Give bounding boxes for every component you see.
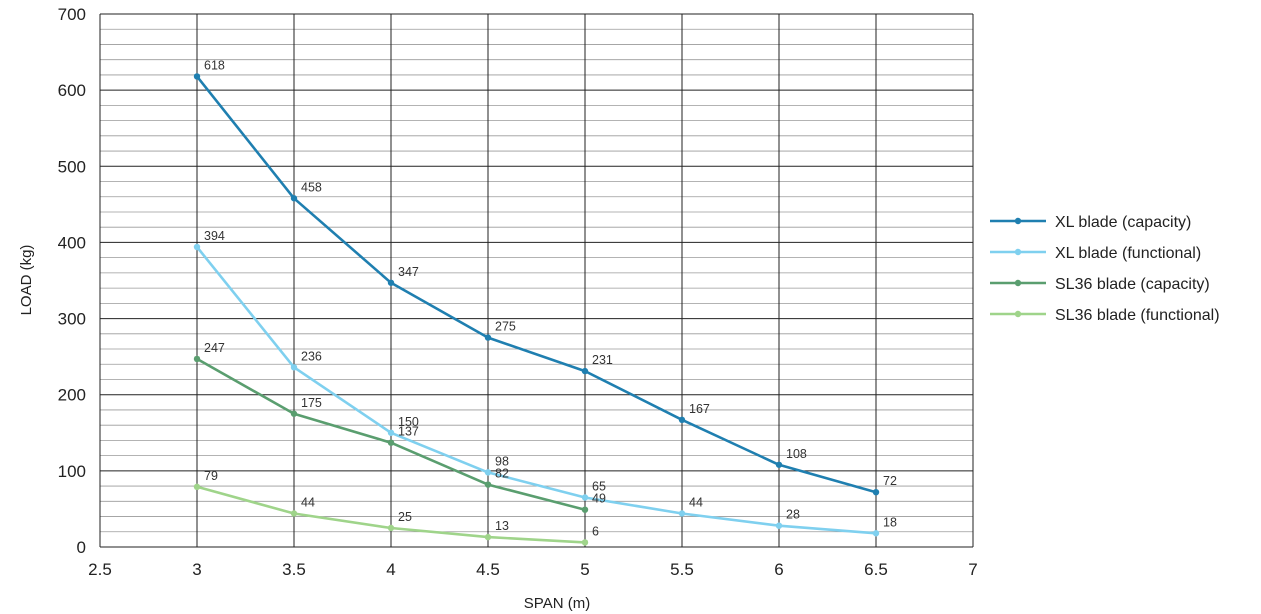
data-point	[193, 243, 201, 251]
legend-item: SL36 blade (functional)	[990, 307, 1220, 324]
data-point	[775, 461, 783, 468]
data-point	[484, 481, 492, 488]
legend-swatch-marker	[1014, 310, 1022, 318]
data-point	[193, 483, 201, 491]
x-axis-label: SPAN (m)	[524, 595, 590, 612]
data-label: 49	[592, 492, 606, 506]
data-label: 82	[495, 467, 509, 481]
data-label: 13	[495, 519, 509, 533]
legend: XL blade (capacity) XL blade (functional)…	[990, 214, 1220, 324]
data-label: 236	[301, 349, 322, 363]
data-point	[193, 73, 201, 80]
series-line	[195, 75, 877, 494]
data-point	[678, 510, 686, 517]
y-tick-label: 400	[58, 233, 86, 252]
y-tick-label: 600	[58, 81, 86, 100]
x-tick-label: 2.5	[88, 560, 112, 579]
x-tick-label: 3.5	[282, 560, 306, 579]
x-tick-label: 6.5	[864, 560, 888, 579]
data-point	[872, 488, 880, 496]
data-label: 25	[398, 510, 412, 524]
legend-label: SL36 blade (capacity)	[1055, 276, 1210, 293]
data-point	[290, 410, 298, 417]
legend-swatch-marker	[1014, 279, 1022, 287]
x-tick-label: 3	[192, 560, 201, 579]
data-point	[581, 506, 589, 513]
data-label: 458	[301, 180, 322, 194]
series-layer: 6184583472752311671087239423615098654428…	[193, 58, 897, 546]
y-axis-label: LOAD (kg)	[18, 245, 35, 316]
data-point	[387, 439, 395, 446]
y-tick-label: 700	[58, 5, 86, 24]
data-label: 65	[592, 480, 606, 494]
data-label: 275	[495, 320, 516, 334]
data-label: 28	[786, 508, 800, 522]
minor-gridlines	[100, 28, 973, 533]
data-label: 175	[301, 396, 322, 410]
data-label: 231	[592, 353, 613, 367]
y-tick-label: 200	[58, 386, 86, 405]
data-point	[290, 510, 298, 517]
legend-label: SL36 blade (functional)	[1055, 307, 1220, 324]
data-point	[387, 429, 395, 436]
y-tick-label: 100	[58, 462, 86, 481]
data-point	[387, 279, 395, 286]
data-point	[484, 334, 492, 341]
major-gridlines	[99, 13, 974, 548]
data-point	[290, 364, 298, 371]
data-label: 44	[689, 495, 703, 509]
data-label: 18	[883, 515, 897, 529]
x-tick-label: 7	[968, 560, 977, 579]
data-label: 108	[786, 447, 807, 461]
legend-swatch-marker	[1014, 217, 1022, 225]
series-4: 79 44 25 13 6	[193, 469, 599, 546]
data-label: 79	[204, 469, 218, 483]
data-point	[484, 469, 492, 476]
data-point	[387, 524, 395, 532]
data-label: 167	[689, 402, 710, 416]
data-label: 6	[592, 524, 599, 538]
series-1: 618 458 347 275 231 167 108 72	[193, 58, 897, 496]
data-point	[193, 355, 201, 363]
data-point	[581, 367, 589, 375]
data-label: 618	[204, 58, 225, 72]
x-tick-label: 5.5	[670, 560, 694, 579]
legend-label: XL blade (functional)	[1055, 245, 1201, 262]
legend-item: SL36 blade (capacity)	[990, 276, 1210, 293]
data-label: 72	[883, 474, 897, 488]
data-label: 394	[204, 229, 225, 243]
legend-item: XL blade (capacity)	[990, 214, 1191, 231]
data-label: 247	[204, 341, 225, 355]
tick-labels: 0 100 200 300 400 500 600 700 2.5 3 3.5 4 4.5 5 5.5 6 6.…	[58, 5, 978, 579]
data-label: 137	[398, 425, 419, 439]
data-label: 150	[398, 415, 419, 429]
data-label: 347	[398, 265, 419, 279]
legend-item: XL blade (functional)	[990, 245, 1201, 262]
data-point	[484, 533, 492, 541]
series-3: 247 175 137 82 49	[193, 341, 606, 513]
data-point	[872, 530, 880, 537]
y-tick-label: 0	[77, 538, 86, 557]
y-tick-label: 300	[58, 310, 86, 329]
data-label: 98	[495, 454, 509, 468]
legend-label: XL blade (capacity)	[1055, 214, 1191, 231]
data-point	[678, 416, 686, 424]
data-point	[775, 522, 783, 529]
x-tick-label: 5	[580, 560, 589, 579]
series-2: 394 236 150 98 65 44 28 18	[193, 229, 897, 537]
x-tick-label: 6	[774, 560, 783, 579]
data-point	[581, 539, 589, 546]
x-tick-label: 4	[386, 560, 395, 579]
x-tick-label: 4.5	[476, 560, 500, 579]
y-tick-label: 500	[58, 157, 86, 176]
data-point	[581, 494, 589, 501]
data-label: 44	[301, 495, 315, 509]
series-line	[195, 246, 877, 535]
data-point	[290, 195, 298, 202]
legend-swatch-marker	[1014, 248, 1022, 256]
